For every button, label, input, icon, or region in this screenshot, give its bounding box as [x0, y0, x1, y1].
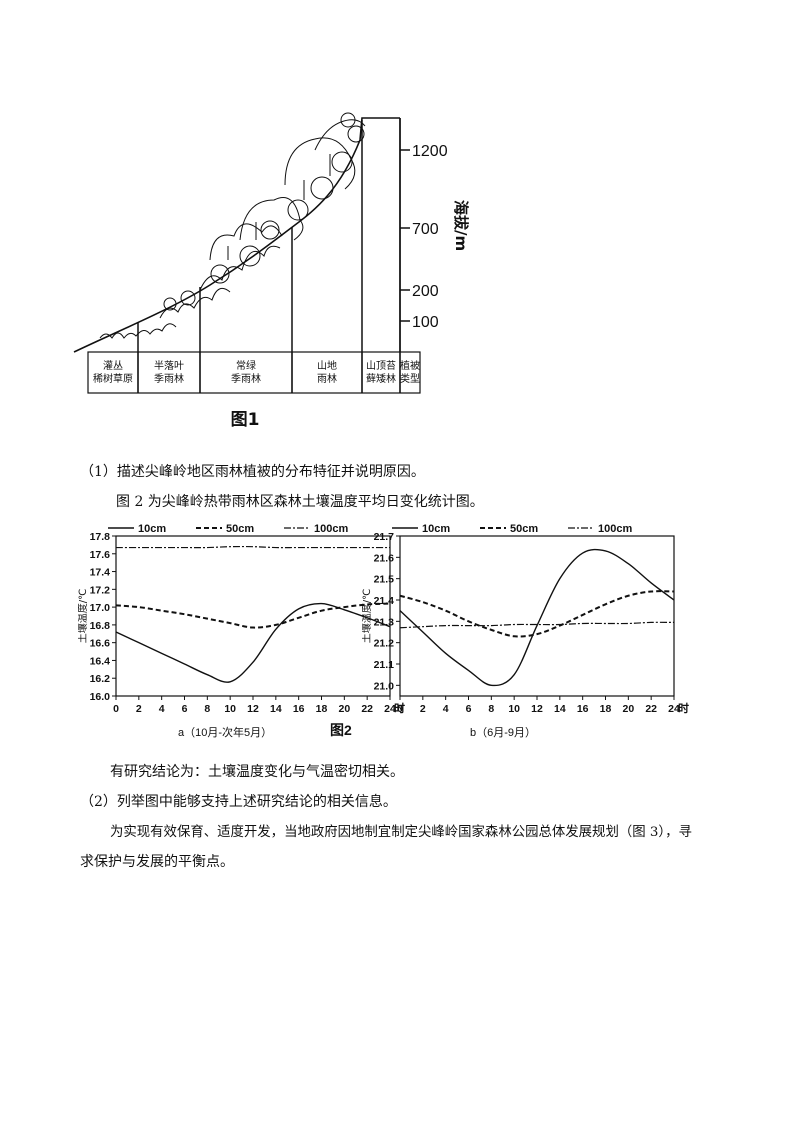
series-line-100cm: [116, 545, 390, 549]
x-axis-label: 时: [678, 701, 689, 715]
x-tick-label: 8: [488, 703, 494, 715]
x-tick-label: 22: [645, 703, 657, 715]
x-axis-label: 时: [394, 701, 405, 715]
slope-outline: [73, 117, 400, 353]
vegetation-canopy: [99, 112, 366, 339]
chart-b: 10cm 50cm 100cm 21.0 21.1 21.2 21.3 21.4 21.5 21.…: [362, 520, 692, 730]
series-line-10cm: [399, 548, 675, 687]
x-tick-label: 2: [420, 703, 426, 715]
y-axis-label: 土壤温度/℃: [362, 589, 373, 644]
series-line-50cm: [115, 602, 391, 629]
x-tick-label: 6: [182, 703, 188, 715]
elevation-axis-label: 海拔/m: [452, 200, 470, 251]
x-tick-label: 0: [397, 703, 403, 715]
veg-type-semideciduous: 半落叶季雨林: [154, 359, 184, 385]
x-tick-label: 14: [554, 703, 566, 715]
veg-type-montane: 山地雨林: [317, 359, 337, 385]
research-conclusion: 有研究结论为：土壤温度变化与气温密切相关。: [110, 764, 404, 780]
y-tick-label: 21.7: [374, 531, 395, 543]
x-tick-label: 18: [316, 703, 328, 715]
y-tick-label: 17.2: [90, 584, 111, 596]
plot-frame: [399, 535, 675, 697]
x-tick-label: 6: [466, 703, 472, 715]
y-tick-label: 17.0: [90, 602, 111, 614]
y-tick-label: 17.4: [90, 567, 111, 579]
legend-label-10cm: 10cm: [138, 523, 166, 535]
plot-frame: [115, 535, 391, 697]
veg-type-mossy: 山顶苔藓矮林: [366, 359, 396, 385]
elev-200: 200: [412, 283, 439, 300]
legend-label-100cm: 100cm: [598, 523, 632, 535]
figure-2-title: 图2: [330, 722, 352, 738]
figure-2-intro: 图 2 为尖峰岭热带雨林区森林土壤温度平均日变化统计图。: [116, 494, 484, 510]
y-tick-label: 16.4: [90, 655, 111, 667]
y-tick-label: 21.2: [374, 638, 395, 650]
y-tick-label: 17.8: [90, 531, 111, 543]
x-tick-label: 12: [247, 703, 259, 715]
vegetation-profile-diagram: 1200 700 200 100 海拔/m 灌丛稀树草原 半落叶季雨林 常绿季雨…: [73, 112, 470, 430]
y-tick-label: 16.6: [90, 638, 111, 650]
x-tick-label: 20: [338, 703, 350, 715]
legend-label-100cm: 100cm: [314, 523, 348, 535]
caption-a: a（10月-次年5月）: [178, 727, 273, 739]
y-tick-label: 21.1: [374, 659, 395, 671]
x-tick-label: 4: [159, 703, 165, 715]
x-tick-label: 4: [443, 703, 449, 715]
y-tick-label: 16.0: [90, 691, 111, 703]
question-2: （2）列举图中能够支持上述研究结论的相关信息。: [80, 794, 397, 810]
elev-100: 100: [412, 314, 439, 331]
paragraph-3-line-1: 为实现有效保育、适度开发，当地政府因地制宜制定尖峰岭国家森林公园总体发展规划（图…: [110, 825, 692, 840]
x-tick-label: 2: [136, 703, 142, 715]
y-tick-label: 16.8: [90, 620, 111, 632]
paragraph-3-line-2: 求保护与发展的平衡点。: [80, 854, 234, 870]
series-line-10cm: [115, 602, 391, 683]
series-line-100cm: [399, 621, 675, 629]
figure-1: 1200 700 200 100 海拔/m 灌丛稀树草原 半落叶季雨林 常绿季雨…: [60, 90, 480, 430]
y-tick-label: 16.2: [90, 673, 111, 685]
x-tick-label: 16: [293, 703, 305, 715]
veg-type-table: [87, 351, 421, 394]
x-tick-label: 10: [508, 703, 520, 715]
x-tick-label: 20: [622, 703, 634, 715]
y-tick-label: 21.6: [374, 552, 395, 564]
x-tick-label: 24: [384, 703, 396, 715]
legend-label-10cm: 10cm: [422, 523, 450, 535]
elev-700: 700: [412, 221, 439, 238]
x-tick-label: 18: [600, 703, 612, 715]
legend-label-50cm: 50cm: [226, 523, 254, 535]
y-tick-label: 17.6: [90, 549, 111, 561]
veg-type-shrub: 灌丛稀树草原: [93, 360, 133, 385]
x-tick-label: 10: [224, 703, 236, 715]
veg-type-evergreen: 常绿季雨林: [231, 359, 261, 385]
elevation-scale: [399, 118, 410, 352]
x-tick-label: 22: [361, 703, 373, 715]
caption-b: b（6月-9月）: [470, 727, 537, 739]
y-tick-label: 21.5: [374, 574, 395, 586]
x-tick-label: 8: [204, 703, 210, 715]
legend-label-50cm: 50cm: [510, 523, 538, 535]
veg-type-header: 植被类型: [400, 359, 420, 385]
x-tick-label: 24: [668, 703, 680, 715]
y-axis-label: 土壤温度/℃: [78, 589, 89, 644]
series-line-50cm: [399, 590, 675, 638]
figure-1-title: 图1: [231, 410, 260, 430]
question-1: （1）描述尖峰岭地区雨林植被的分布特征并说明原因。: [80, 464, 425, 480]
y-tick-label: 21.3: [374, 616, 395, 628]
x-tick-label: 14: [270, 703, 282, 715]
y-tick-label: 21.4: [374, 595, 395, 607]
elev-1200: 1200: [412, 143, 448, 160]
x-tick-label: 16: [577, 703, 589, 715]
x-tick-label: 0: [113, 703, 119, 715]
chart-a: 10cm 50cm 100cm 16.0 16.2 16.4 16.6 16.8 17.0 17.…: [78, 520, 408, 730]
x-tick-label: 12: [531, 703, 543, 715]
y-tick-label: 21.0: [374, 680, 395, 692]
